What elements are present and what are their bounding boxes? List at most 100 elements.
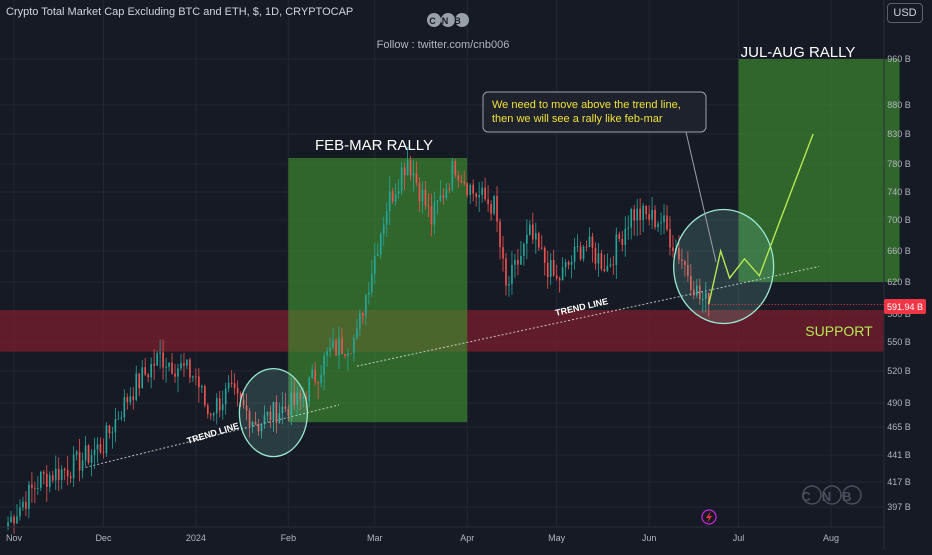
candle-body	[627, 227, 630, 229]
candle	[147, 373, 149, 383]
candle-body	[37, 487, 39, 489]
candle-body	[517, 259, 519, 265]
candle	[391, 188, 394, 205]
candle-body	[233, 383, 236, 388]
currency-button[interactable]: USD	[887, 3, 923, 23]
candle	[481, 181, 483, 203]
candle	[591, 232, 594, 263]
candle-body	[293, 392, 296, 405]
candle	[663, 203, 665, 235]
candle	[81, 452, 84, 479]
candle-body	[409, 160, 412, 176]
candle	[251, 420, 254, 433]
candle	[177, 363, 179, 393]
candle-body	[144, 367, 147, 375]
candle	[141, 360, 144, 389]
candle-body	[28, 484, 30, 509]
candle	[90, 449, 93, 477]
candle-body	[630, 209, 633, 228]
candle-body	[150, 364, 152, 378]
candle-body	[147, 374, 149, 378]
candle	[514, 253, 516, 278]
candle-body	[463, 181, 466, 184]
candle-body	[618, 234, 621, 239]
candle	[552, 249, 555, 277]
candle-body	[696, 285, 698, 296]
candle	[153, 349, 155, 380]
candle	[448, 183, 451, 194]
candle	[394, 183, 397, 206]
candle	[502, 236, 504, 272]
lightning-icon[interactable]	[701, 509, 717, 525]
candle-body	[123, 397, 126, 418]
candle	[365, 294, 367, 326]
candles	[7, 146, 710, 534]
candle	[397, 178, 400, 200]
candle-body	[654, 209, 656, 228]
candle-body	[639, 208, 641, 220]
candle	[594, 242, 597, 270]
candle-body	[704, 292, 707, 299]
candle	[99, 437, 102, 454]
candle-body	[302, 396, 305, 399]
candle	[206, 403, 209, 419]
candle-body	[376, 254, 379, 256]
candle-body	[624, 228, 627, 245]
candle	[511, 251, 513, 295]
candle	[332, 327, 334, 349]
candle-body	[78, 451, 81, 471]
current-price-tag	[884, 299, 926, 314]
candle-body	[418, 182, 421, 202]
candle	[460, 174, 463, 184]
candle	[409, 155, 412, 181]
candle-body	[204, 386, 206, 406]
candle-body	[445, 188, 448, 199]
candle-body	[84, 445, 87, 461]
candle	[430, 193, 433, 237]
candle	[532, 212, 534, 244]
candle-body	[221, 404, 224, 411]
candle	[698, 278, 701, 305]
candle	[642, 202, 644, 233]
candle	[272, 401, 275, 432]
candle	[120, 411, 123, 421]
candle	[123, 389, 126, 422]
candle-body	[296, 392, 299, 405]
candle-body	[549, 260, 552, 278]
candle	[171, 353, 173, 375]
candle	[463, 170, 466, 187]
candle-body	[99, 444, 102, 453]
candle-body	[281, 406, 284, 414]
annotation-overlays	[238, 133, 884, 458]
candle	[165, 358, 167, 383]
candle-body	[218, 398, 221, 411]
candle-body	[421, 189, 424, 202]
watermark-logo	[802, 485, 862, 505]
candle	[666, 205, 668, 232]
candle	[436, 199, 439, 215]
candle	[78, 438, 81, 482]
candle	[368, 282, 370, 305]
candle	[523, 242, 525, 266]
candle	[31, 471, 33, 503]
candle	[87, 444, 90, 465]
candle-body	[684, 261, 686, 265]
trend-line	[356, 266, 820, 367]
candle	[657, 221, 659, 232]
candle-body	[114, 419, 117, 433]
candle	[45, 465, 48, 502]
candle	[16, 503, 18, 524]
candle	[543, 245, 546, 276]
candle	[212, 411, 215, 421]
candle	[609, 258, 612, 268]
candle-body	[344, 353, 346, 356]
candle-body	[633, 209, 636, 221]
candle-body	[439, 195, 442, 201]
current-price-label: 591.94 B	[887, 302, 923, 312]
candle-body	[666, 215, 668, 230]
candle-body	[317, 381, 319, 384]
candle-body	[25, 501, 27, 509]
candle	[34, 481, 36, 504]
